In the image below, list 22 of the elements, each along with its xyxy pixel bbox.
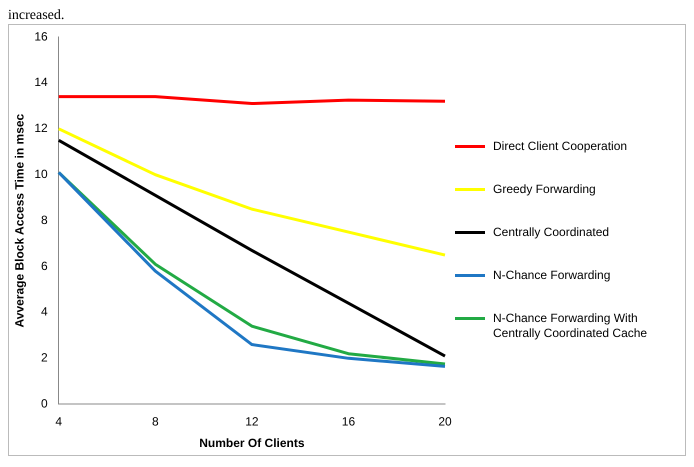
y-tick-label: 16 [34, 29, 48, 44]
legend-label: N-Chance Forwarding [493, 268, 610, 283]
legend-label: Centrally Coordinated [493, 225, 610, 240]
legend-label: Greedy Forwarding [493, 182, 596, 197]
y-tick-label: 12 [34, 121, 48, 136]
x-tick-label: 4 [55, 414, 62, 429]
legend-label: Direct Client Cooperation [493, 139, 628, 154]
text: increased. [8, 8, 66, 24]
y-tick-label: 4 [41, 304, 48, 319]
y-tick-label: 14 [34, 75, 48, 90]
y-tick-label: 6 [41, 258, 48, 273]
x-tick-label: 12 [245, 414, 259, 429]
x-tick-label: 16 [342, 414, 356, 429]
y-tick-label: 0 [41, 396, 48, 411]
y-tick-label: 8 [41, 212, 48, 227]
y-axis-title: Avverage Block Access Time in msec [12, 113, 27, 328]
x-tick-label: 20 [438, 414, 452, 429]
x-axis-title: Number Of Clients [199, 436, 305, 450]
y-tick-label: 2 [41, 350, 48, 365]
x-tick-label: 8 [152, 414, 159, 429]
y-tick-label: 10 [34, 167, 48, 182]
legend-label: N-Chance Forwarding With Centrally Coordinated Cache [493, 311, 648, 341]
